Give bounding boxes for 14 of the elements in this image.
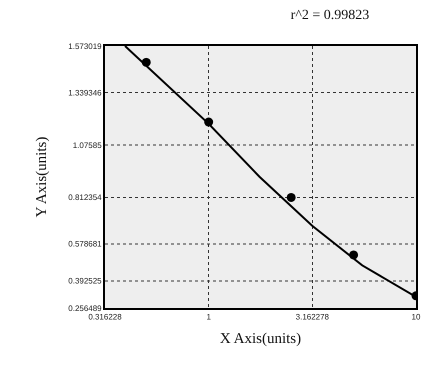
y-tick-label: 0.812354 <box>68 193 102 202</box>
y-axis-title: Y Axis(units) <box>34 136 50 218</box>
y-tick-label: 0.256489 <box>68 304 102 313</box>
x-tick-label: 3.162278 <box>296 312 330 322</box>
y-tick-label: 1.07585 <box>72 140 102 150</box>
x-tick-label: 0.316228 <box>88 312 122 322</box>
y-tick-label: 0.392525 <box>68 276 102 286</box>
chart-title: r^2 = 0.99823 <box>290 8 370 24</box>
y-tick-label: 1.573019 <box>68 42 102 51</box>
x-tick-label: 1 <box>206 312 212 322</box>
x-tick-label: 10 <box>412 312 421 322</box>
y-tick-label: 1.339346 <box>68 88 102 98</box>
x-axis-title: X Axis(units) <box>220 330 302 347</box>
y-tick-label: 0.578681 <box>68 240 102 249</box>
